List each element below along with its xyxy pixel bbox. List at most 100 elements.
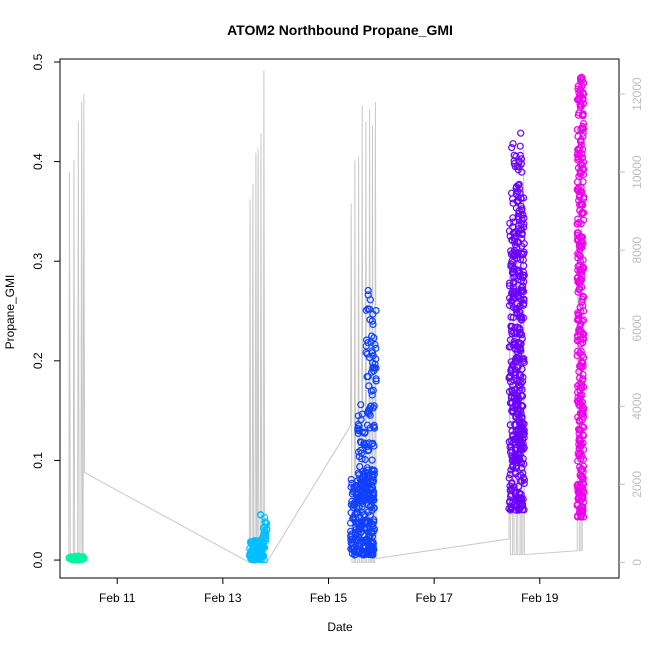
data-point: [579, 335, 588, 343]
data-point: [358, 508, 366, 516]
data-point: [579, 90, 588, 98]
data-point: [261, 543, 269, 552]
data-point: [579, 132, 587, 140]
data-point: [579, 362, 587, 370]
data-point: [370, 367, 378, 375]
data-point: [510, 420, 519, 428]
data-point: [516, 344, 524, 352]
data-point: [579, 503, 587, 511]
data-point: [577, 136, 585, 144]
data-point: [508, 446, 516, 454]
right-y-tick-label: 4000: [630, 393, 644, 420]
series-5: [573, 73, 588, 521]
data-point: [516, 330, 524, 338]
data-point: [369, 473, 377, 481]
data-point: [509, 389, 517, 397]
data-point: [361, 518, 369, 526]
data-point: [575, 310, 583, 318]
data-point: [507, 503, 515, 511]
data-point: [518, 206, 526, 214]
data-point: [576, 75, 585, 83]
data-point: [356, 543, 364, 551]
data-point: [579, 301, 587, 310]
data-point: [358, 455, 366, 463]
series-2: [245, 510, 271, 564]
data-point: [369, 310, 377, 318]
data-point: [517, 129, 525, 137]
data-point: [573, 220, 581, 228]
right-y-tick-label: 10000: [630, 155, 644, 189]
data-point: [575, 368, 583, 376]
data-point: [372, 377, 380, 385]
data-point: [355, 526, 363, 534]
data-point: [357, 401, 365, 409]
data-point: [515, 215, 523, 223]
data-point: [65, 554, 73, 562]
data-point: [579, 209, 588, 217]
data-point: [354, 469, 362, 477]
data-point: [508, 427, 516, 435]
data-point: [364, 291, 372, 299]
data-point: [368, 391, 376, 399]
data-point: [579, 95, 587, 103]
data-point: [579, 316, 588, 324]
data-point: [505, 505, 513, 513]
data-point: [576, 103, 585, 111]
data-point: [365, 382, 373, 390]
series-4: [505, 129, 529, 514]
right-y-tick-label: 6000: [630, 315, 644, 342]
data-point: [366, 524, 374, 532]
data-point: [363, 373, 371, 381]
x-tick-label: Feb 11: [99, 591, 136, 605]
data-point: [518, 386, 526, 394]
data-point: [516, 142, 524, 150]
data-point: [254, 555, 262, 563]
data-point: [576, 410, 585, 418]
data-point: [575, 219, 583, 227]
plot-frame: [59, 58, 620, 579]
data-point: [515, 207, 523, 215]
data-point: [575, 146, 583, 155]
y-tick-label: 0.5: [31, 53, 45, 70]
data-point: [509, 268, 518, 276]
data-point: [371, 340, 379, 349]
x-tick-label: Feb 17: [415, 591, 453, 605]
data-point: [518, 355, 527, 363]
plot-area: [65, 70, 588, 564]
data-point: [368, 456, 376, 464]
data-point: [347, 475, 355, 484]
data-point: [514, 472, 523, 481]
data-point: [363, 477, 371, 485]
data-point: [517, 490, 525, 498]
data-point: [515, 451, 523, 459]
data-point: [575, 261, 584, 269]
data-point: [75, 553, 83, 561]
data-point: [574, 232, 582, 240]
data-point: [574, 164, 583, 172]
data-point: [577, 308, 585, 316]
data-point: [519, 194, 528, 202]
data-point: [576, 471, 584, 479]
data-point: [368, 317, 376, 325]
data-point: [518, 365, 526, 373]
data-point: [579, 158, 588, 166]
data-point: [510, 265, 518, 273]
data-point: [507, 313, 515, 321]
data-point: [514, 193, 522, 201]
data-point: [520, 262, 528, 270]
data-point: [575, 450, 584, 458]
data-point: [372, 344, 380, 352]
data-point: [574, 347, 582, 355]
data-point: [508, 330, 516, 338]
data-point: [574, 111, 583, 119]
data-point: [573, 229, 582, 237]
data-point: [348, 479, 356, 487]
data-point: [576, 437, 585, 445]
data-point: [514, 455, 522, 463]
data-point: [576, 326, 584, 335]
data-point: [513, 162, 522, 171]
data-point: [576, 489, 584, 497]
y-tick-label: 0.2: [31, 352, 45, 369]
data-point: [577, 384, 586, 392]
data-point: [367, 338, 375, 346]
